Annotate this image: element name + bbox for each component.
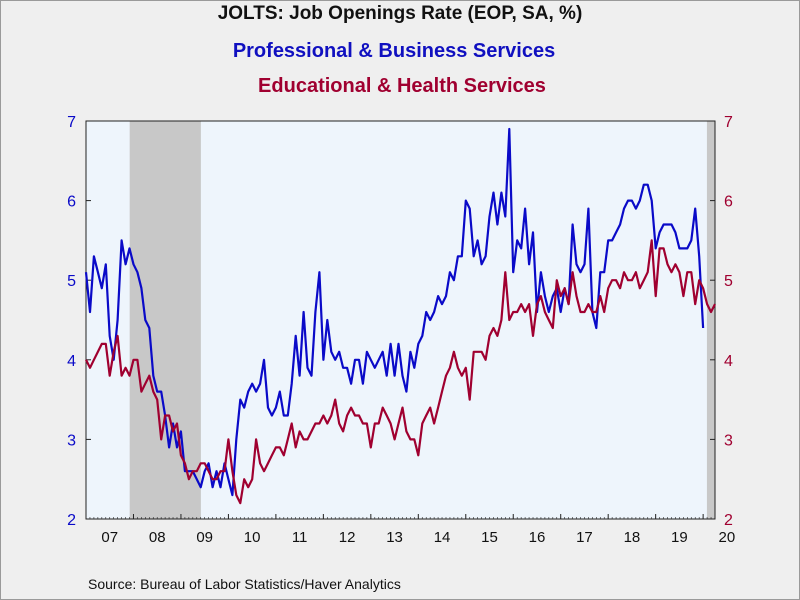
y-tick-label-right: 5 (724, 273, 733, 290)
y-tick-label-left: 3 (67, 432, 76, 449)
recession-band (706, 121, 715, 519)
recession-band (129, 121, 201, 519)
x-tick-label: 12 (339, 529, 356, 546)
x-tick-label: 16 (529, 529, 546, 546)
x-tick-label: 13 (386, 529, 403, 546)
x-tick-label: 11 (292, 529, 308, 546)
source-note: Source: Bureau of Labor Statistics/Haver… (88, 576, 401, 592)
x-tick-label: 19 (671, 529, 688, 546)
y-tick-label-left: 7 (67, 114, 76, 131)
x-tick-label: 20 (719, 529, 736, 546)
y-tick-label-left: 2 (67, 512, 76, 529)
chart-title: JOLTS: Job Openings Rate (EOP, SA, %) (217, 3, 583, 24)
x-tick-label: 08 (149, 529, 166, 546)
y-tick-label-right: 2 (724, 512, 733, 529)
y-tick-label-right: 3 (724, 432, 733, 449)
legend-series-educational-health: Educational & Health Services (258, 75, 546, 97)
series-line-educational-health (85, 239, 716, 505)
legend-series-professional-business: Professional & Business Services (232, 40, 556, 62)
x-tick-label: 17 (576, 529, 593, 546)
y-tick-label-left: 6 (67, 194, 76, 211)
x-tick-label: 09 (196, 529, 213, 546)
x-tick-label: 07 (101, 529, 118, 546)
y-tick-label-right: 6 (724, 194, 733, 211)
plot-border (85, 120, 716, 520)
x-tick-label: 18 (624, 529, 641, 546)
y-tick-label-left: 5 (67, 273, 76, 290)
x-tick-label: 15 (481, 529, 498, 546)
y-tick-label-right: 7 (724, 114, 733, 131)
y-tick-label-left: 4 (67, 353, 76, 370)
y-tick-label-right: 4 (724, 353, 733, 370)
x-tick-label: 10 (244, 529, 261, 546)
x-tick-label: 14 (434, 529, 451, 546)
series-line-professional-business (84, 127, 705, 497)
